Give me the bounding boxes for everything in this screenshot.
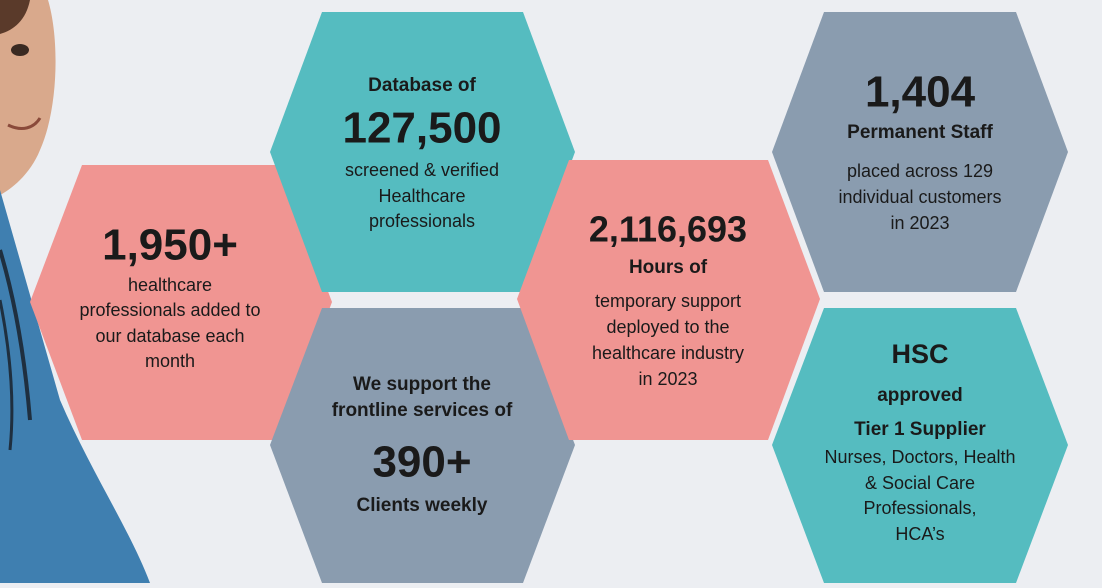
stat-heading: frontline services of bbox=[332, 400, 513, 421]
stat-heading: We support the bbox=[353, 374, 491, 395]
stat-text: month bbox=[145, 351, 195, 371]
stat-heading: Database of bbox=[368, 75, 476, 96]
stat-text: deployed to the bbox=[606, 317, 729, 337]
stat-text: in 2023 bbox=[890, 213, 949, 233]
infographic: 1,950+ healthcare professionals added to… bbox=[0, 0, 1102, 583]
stat-number: HSC bbox=[891, 339, 948, 369]
stat-text: & Social Care bbox=[865, 473, 975, 493]
stat-text: screened & verified bbox=[345, 160, 499, 180]
stat-text: Healthcare bbox=[378, 186, 465, 206]
stat-number: 127,500 bbox=[342, 104, 501, 153]
stat-heading: approved bbox=[877, 385, 963, 406]
stat-text: professionals added to bbox=[79, 300, 260, 320]
stat-text: Professionals, bbox=[863, 498, 976, 518]
stat-text: placed across 129 bbox=[847, 161, 993, 181]
stat-number: 390+ bbox=[372, 438, 471, 487]
stat-text: professionals bbox=[369, 211, 475, 231]
stat-number: 2,116,693 bbox=[589, 209, 747, 250]
stat-text: healthcare industry bbox=[592, 343, 744, 363]
stat-heading: Hours of bbox=[629, 257, 708, 278]
stat-text: in 2023 bbox=[638, 369, 697, 389]
stat-text: healthcare bbox=[128, 275, 212, 295]
hexagon bbox=[772, 12, 1068, 292]
page: {"hexagons": [ {"lines": ["1,950+", "hea… bbox=[0, 0, 1102, 583]
stat-number: 1,404 bbox=[865, 68, 976, 117]
stat-heading: Permanent Staff bbox=[847, 122, 993, 143]
stat-heading: Clients weekly bbox=[357, 495, 488, 516]
stat-number: 1,950+ bbox=[102, 221, 238, 270]
stat-text: individual customers bbox=[838, 187, 1001, 207]
stat-text: our database each bbox=[95, 326, 244, 346]
stat-text: HCA’s bbox=[895, 524, 944, 544]
stat-text: Nurses, Doctors, Health bbox=[824, 447, 1015, 467]
stat-text: temporary support bbox=[595, 291, 741, 311]
stat-heading: Tier 1 Supplier bbox=[854, 419, 986, 440]
